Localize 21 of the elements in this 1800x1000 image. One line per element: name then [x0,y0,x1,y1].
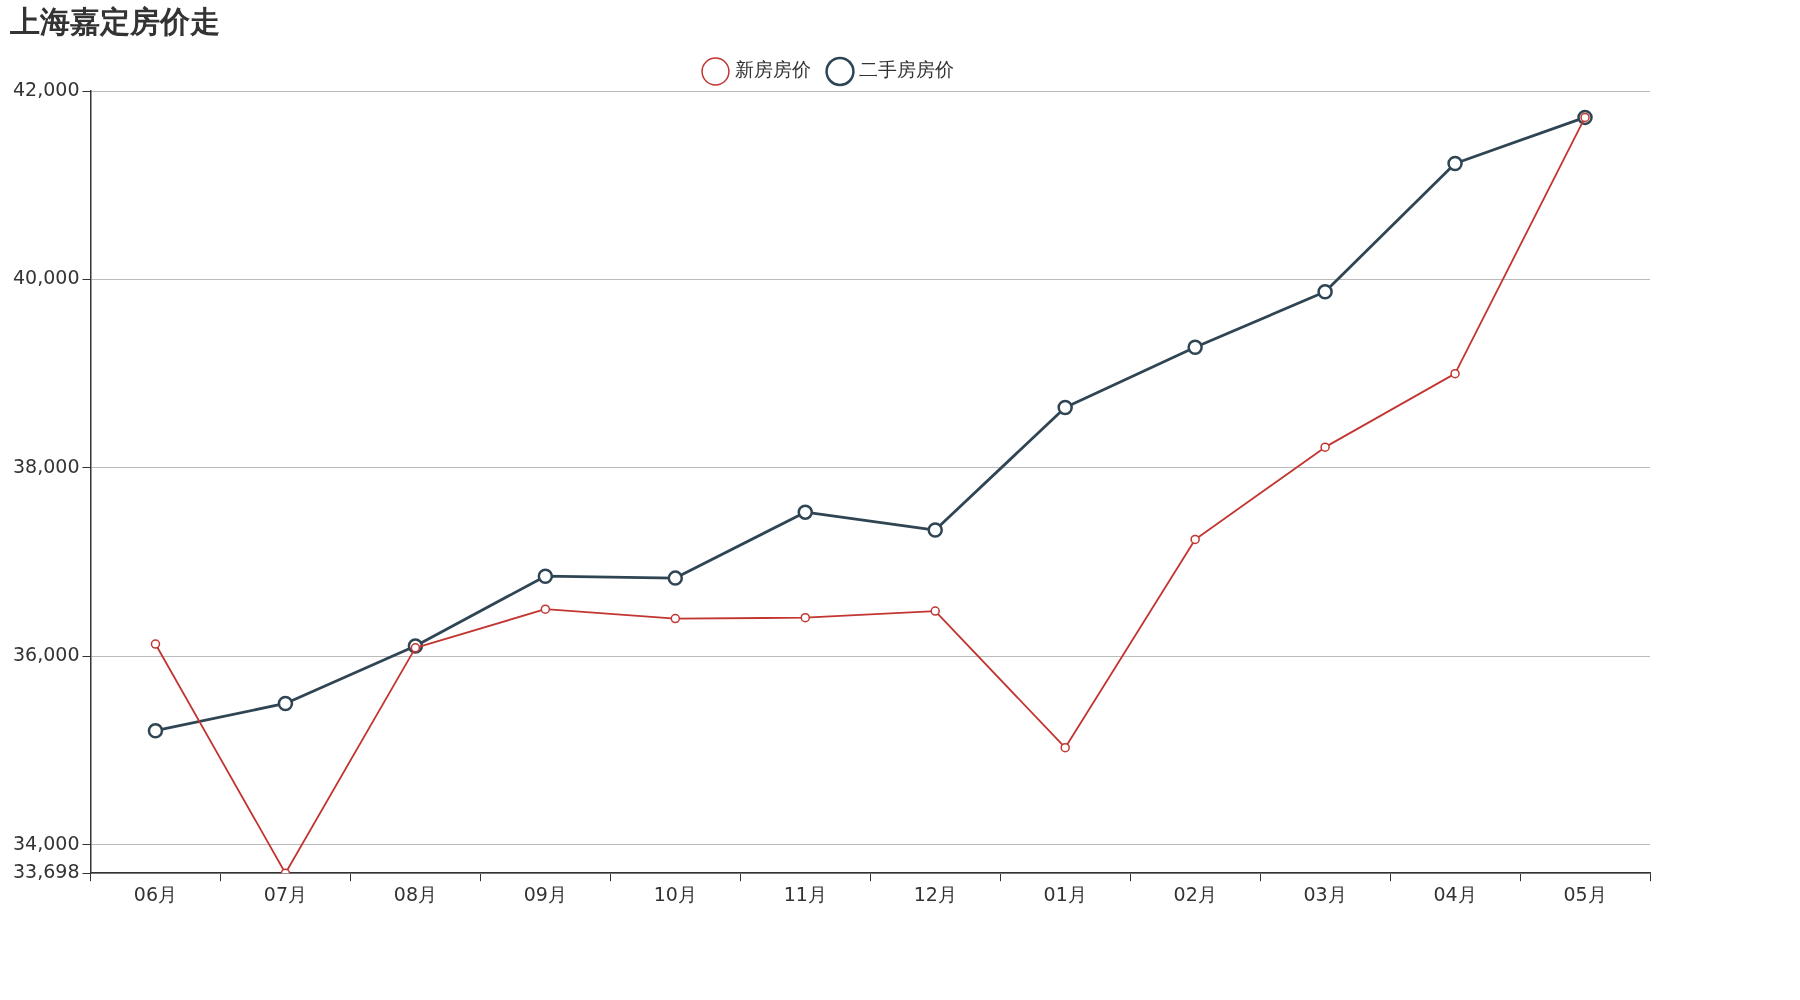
x-tick-label: 04月 [1433,882,1477,905]
x-tick-label: 08月 [393,882,437,905]
x-tick-label: 05月 [1563,882,1607,905]
y-tick-label: 42,000 [13,77,80,100]
y-tick-label: 40,000 [13,266,80,289]
x-tick-label: 12月 [913,882,957,905]
y-tick-label: 38,000 [13,454,80,477]
x-tick-label: 03月 [1303,882,1347,905]
y-tick-label: 36,000 [13,643,80,666]
y-tick-label: 34,000 [13,831,80,854]
x-tick-label: 06月 [133,882,178,905]
x-tick-label: 09月 [523,882,567,905]
y-tick-label: 33,698 [13,860,80,883]
chart-title: 上海嘉定房价走 [9,3,220,39]
legend-label: 二手房房价 [859,58,954,81]
x-tick-label: 02月 [1173,882,1217,905]
x-tick-label: 10月 [653,882,697,905]
x-tick-label: 11月 [783,882,827,905]
x-tick-label: 01月 [1043,882,1087,905]
legend-label: 新房房价 [734,58,811,81]
x-tick-label: 07月 [263,882,308,905]
